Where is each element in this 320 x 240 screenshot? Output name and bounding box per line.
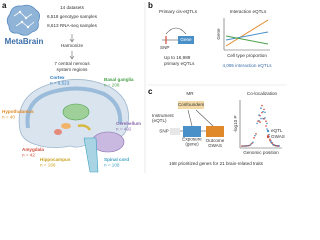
region-count: n = 492: [116, 127, 132, 132]
point: [264, 117, 266, 119]
point: [261, 104, 263, 107]
step-label: 7 central nervous: [54, 61, 90, 66]
step-label: Harmonize: [61, 43, 84, 48]
point: [263, 118, 265, 120]
point: [252, 141, 254, 144]
interaction-plot: [223, 18, 270, 51]
region-name: Cortex: [50, 75, 65, 80]
region-name: Amygdala: [22, 147, 44, 152]
region-name: Hypothalamus: [2, 109, 34, 114]
sample-count: 6,518 genotype samples: [47, 14, 98, 19]
point: [272, 143, 274, 146]
legend-label: eQTL: [271, 128, 283, 133]
point: [241, 145, 243, 147]
point: [259, 121, 261, 123]
node-label: SNP: [159, 129, 168, 134]
figure: a b c MetaBrain 14 datasets 6,518 genotype sa…: [2, 0, 289, 175]
logo-text: MetaBrain: [5, 37, 44, 46]
axis-label: -log10 P: [233, 115, 238, 132]
panel-title: Primary cis-eQTLs: [159, 9, 198, 14]
footer-text: 168 prioritized genes for 21 brain-relat…: [169, 161, 264, 166]
mr-diagram: [170, 101, 224, 137]
panel-label: a: [2, 1, 7, 10]
snp-label: SNP: [160, 45, 169, 50]
point: [256, 122, 258, 125]
panel-title: MR: [186, 91, 194, 96]
region-name: Basal ganglia: [104, 77, 134, 82]
region-name: Hippocampus: [40, 157, 71, 162]
sample-count: 8,613 RNA-seq samples: [47, 23, 97, 28]
eqtl-count: primary eQTLs: [164, 61, 195, 66]
point: [257, 120, 259, 123]
coloc-plot: [239, 100, 282, 149]
sample-count: 14 datasets: [60, 5, 84, 10]
qtl-diagram: [162, 27, 194, 44]
point: [266, 128, 268, 130]
point: [265, 120, 267, 123]
axis-label: Genomic position: [243, 150, 279, 155]
legend-marker: [266, 135, 270, 139]
region-count: n = 208: [104, 83, 120, 88]
region-count: n = 6,523: [50, 81, 70, 86]
point: [254, 134, 256, 137]
node-label: (eQTL): [152, 118, 167, 123]
region-count: n = 42: [22, 153, 35, 158]
axis-label: Gene: [216, 28, 221, 40]
point: [255, 133, 257, 135]
panel-title: Co-localization: [247, 91, 278, 96]
region-count: n = 40: [2, 115, 15, 120]
region-name: Cerebellum: [116, 121, 141, 126]
panel-label: b: [148, 1, 153, 10]
point: [265, 125, 267, 127]
point: [260, 107, 262, 110]
panel-title: Interaction eQTLs: [230, 9, 267, 14]
axis-label: Cell type proportion: [227, 53, 267, 58]
panel-b: [146, 0, 289, 84]
legend-marker: [266, 129, 270, 133]
point: [269, 139, 271, 142]
gene-label: Gene: [180, 37, 192, 42]
step-label: system regions: [57, 67, 89, 72]
point: [260, 117, 262, 120]
point: [250, 143, 252, 145]
panel-label: c: [148, 87, 153, 96]
node-label: Confounders: [178, 102, 205, 107]
point: [253, 137, 255, 139]
point: [262, 110, 264, 113]
eqtl-count: 4,095 interaction eQTLs: [222, 63, 272, 68]
arrow: [69, 34, 75, 60]
brain-illustration: [18, 79, 129, 173]
point: [264, 111, 266, 114]
node-label: (gene): [185, 142, 199, 147]
point: [258, 114, 260, 116]
region-count: n = 168: [40, 163, 56, 168]
legend-label: GWAS: [271, 134, 285, 139]
point: [266, 122, 268, 125]
region-count: n = 108: [104, 163, 120, 168]
eqtl-count: Up to 16,989: [164, 55, 191, 60]
point: [270, 141, 272, 144]
point: [269, 138, 271, 141]
node-label: Exposure: [182, 137, 202, 142]
logo-icon: [6, 4, 40, 36]
node-label: GWAS: [208, 143, 222, 148]
node-label: Instrument: [152, 113, 174, 118]
region-name: Spinal cord: [104, 157, 129, 162]
node-label: Outcome: [206, 138, 225, 143]
point: [263, 108, 265, 111]
point: [267, 134, 269, 137]
